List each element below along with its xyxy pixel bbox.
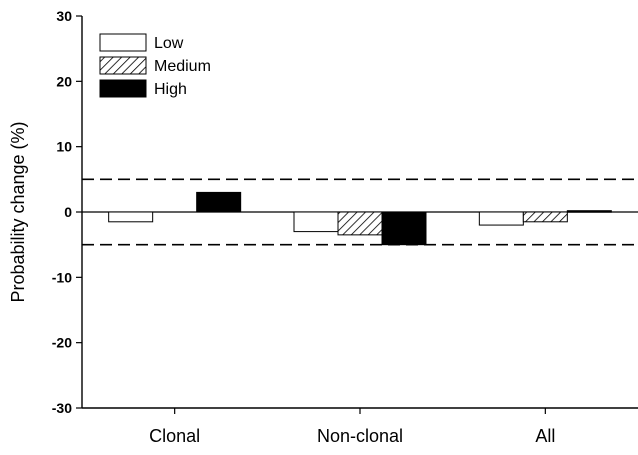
y-tick-label: 10 <box>56 139 72 155</box>
legend-swatch-low <box>99 33 147 52</box>
x-category-label: Non-clonal <box>317 426 403 446</box>
x-category-label: All <box>535 426 555 446</box>
legend-label-high: High <box>154 81 187 98</box>
bar-all-high <box>566 210 612 213</box>
bar-all-low <box>478 211 524 226</box>
bar-all-medium <box>522 211 568 223</box>
y-axis-title: Probability change (%) <box>8 121 28 302</box>
bar-clonal-high <box>196 191 242 213</box>
y-tick-label: -20 <box>52 335 72 351</box>
bar-clonal-low <box>108 211 154 223</box>
legend: Low Medium High <box>99 33 211 98</box>
legend-swatch-high <box>99 79 147 98</box>
y-tick-label: 0 <box>64 204 72 220</box>
y-axis: -30 -20 -10 0 10 20 30 <box>52 8 83 416</box>
reference-lines <box>82 178 638 246</box>
legend-label-medium: Medium <box>154 58 211 75</box>
y-tick-label: -10 <box>52 269 72 285</box>
y-tick-label: -30 <box>52 400 72 416</box>
y-tick-label: 20 <box>56 73 72 89</box>
legend-label-low: Low <box>154 35 184 52</box>
bar-non-clonal-low <box>293 211 339 233</box>
bars <box>108 191 612 246</box>
bar-non-clonal-high <box>381 211 427 246</box>
x-category-label: Clonal <box>149 426 200 446</box>
y-tick-label: 30 <box>56 8 72 24</box>
legend-swatch-medium <box>99 56 147 75</box>
x-axis: Clonal Non-clonal All <box>82 407 638 446</box>
bar-non-clonal-medium <box>337 211 383 236</box>
